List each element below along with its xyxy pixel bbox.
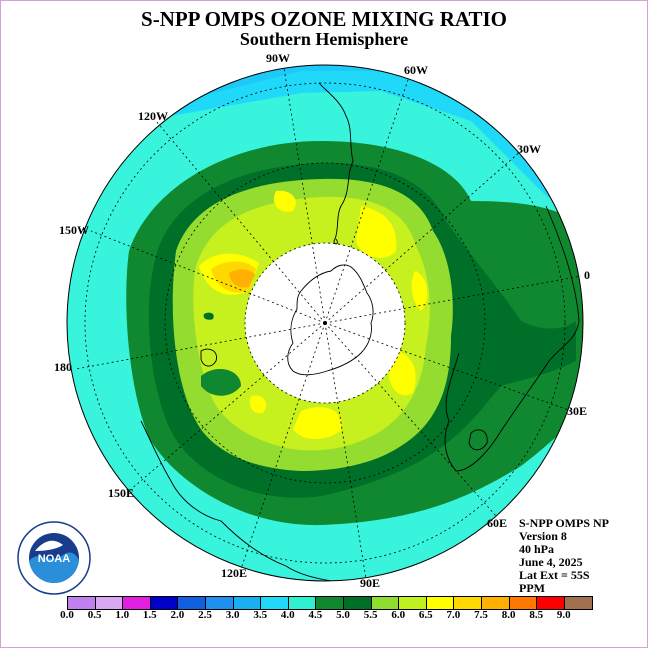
info-date: June 4, 2025: [519, 555, 583, 569]
colorbar-tick-label: 6.5: [418, 609, 433, 621]
colorbar-tick-label: 3.5: [253, 609, 268, 621]
colorbar-swatch: [123, 597, 151, 609]
colorbar-tick-label: 9.0: [556, 609, 571, 621]
colorbar-swatch: [537, 597, 565, 609]
colorbar-tick-label: 7.0: [446, 609, 461, 621]
colorbar-tick-label: 2.0: [170, 609, 185, 621]
colorbar-tick-label: 3.0: [225, 609, 240, 621]
info-pressure: 40 hPa: [519, 542, 555, 556]
ozone-band-6-5-east: [411, 271, 428, 311]
colorbar-swatch: [316, 597, 344, 609]
colorbar-swatch: [509, 597, 538, 609]
lon-label-30w: 30W: [517, 142, 541, 156]
ozone-band-7-5: [229, 269, 255, 288]
lon-label-120e: 120E: [221, 566, 247, 580]
info-lat-ext: Lat Ext = 55S: [519, 568, 590, 582]
colorbar-labels: 0.0 0.5 1.0 1.5 2.0 2.5 3.0 3.5 4.0 4.5 5.0 5.5 6.0 6…: [53, 609, 613, 623]
colorbar-swatch: [288, 597, 317, 609]
colorbar-swatch: [343, 597, 372, 609]
lon-label-60w: 60W: [404, 63, 428, 77]
colorbar-tick-label: 4.0: [280, 609, 295, 621]
colorbar-tick-label: 5.5: [363, 609, 378, 621]
colorbar-tick-label: 8.0: [501, 609, 516, 621]
colorbar-tick-label: 1.0: [115, 609, 130, 621]
colorbar-swatch: [399, 597, 427, 609]
lon-label-60e: 60E: [487, 516, 507, 530]
colorbar-tick-label: 1.5: [142, 609, 157, 621]
info-instrument: S-NPP OMPS NP: [519, 516, 609, 530]
madagascar-coast: [468, 429, 488, 451]
noaa-logo: NOAA: [17, 521, 91, 595]
lon-label-120w: 120W: [138, 109, 168, 123]
info-version: Version 8: [519, 529, 567, 543]
new-zealand-coast: [200, 348, 217, 367]
colorbar-tick-label: 0.0: [60, 609, 74, 621]
colorbar-swatch: [426, 597, 455, 609]
lon-label-90e: 90E: [360, 576, 380, 590]
colorbar-tick-label: 2.5: [198, 609, 212, 621]
south-america-coast: [318, 82, 354, 245]
colorbar-tick-label: 5.0: [336, 609, 350, 621]
info-units: PPM: [519, 581, 545, 595]
colorbar-swatch: [261, 597, 289, 609]
colorbar-swatch: [68, 597, 96, 609]
colorbar-swatch: [371, 597, 400, 609]
south-pole-marker: [323, 321, 327, 325]
ozone-patch-green-west: [203, 312, 214, 320]
colorbar-swatch: [178, 597, 206, 609]
colorbar-tick-label: 6.0: [391, 609, 406, 621]
map-border: [66, 64, 584, 582]
page-title: S-NPP OMPS OZONE MIXING RATIO: [141, 7, 507, 31]
lon-label-180: 180: [54, 360, 72, 374]
lon-label-150w: 150W: [59, 223, 89, 237]
lon-label-30e: 30E: [567, 404, 587, 418]
ozone-patch-4-5-west: [201, 368, 241, 396]
colorbar-swatch: [564, 597, 593, 609]
colorbar-tick-label: 7.5: [474, 609, 488, 621]
colorbar-swatch: [95, 597, 124, 609]
colorbar-swatch: [205, 597, 234, 609]
australia-coast: [140, 420, 332, 581]
lon-label-90w: 90W: [266, 51, 290, 65]
colorbar-swatch: [481, 597, 510, 609]
longitude-labels: 90W 60W 30W 0 30E 60E 90E 120E 150E 180 …: [54, 51, 590, 590]
coastlines: [140, 82, 580, 581]
info-panel: S-NPP OMPS NP Version 8 40 hPa June 4, 2…: [519, 517, 609, 595]
lon-label-0: 0: [584, 268, 590, 282]
colorbar-swatch: [454, 597, 482, 609]
africa-coast: [444, 205, 580, 472]
page-subtitle: Southern Hemisphere: [239, 29, 409, 49]
lon-label-150e: 150E: [108, 486, 134, 500]
colorbar-swatch: [150, 597, 179, 609]
colorbar-tick-label: 0.5: [87, 609, 102, 621]
graticule: [75, 67, 582, 580]
colorbar-swatch: [233, 597, 262, 609]
colorbar-tick-label: 8.5: [529, 609, 544, 621]
colorbar: [67, 596, 594, 610]
antarctica-coast: [287, 264, 374, 376]
colorbar-tick-label: 4.5: [308, 609, 323, 621]
noaa-logo-text: NOAA: [38, 553, 70, 565]
